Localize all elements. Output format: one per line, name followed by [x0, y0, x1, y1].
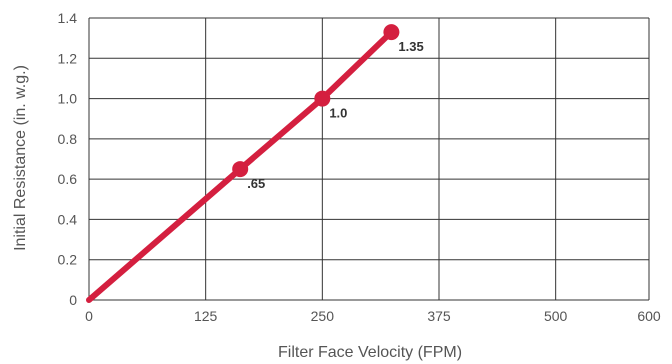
- x-tick-label: 250: [311, 308, 335, 324]
- data-label: 1.35: [398, 39, 423, 54]
- y-tick-label: 0.2: [58, 252, 78, 268]
- data-point: [314, 90, 331, 107]
- series: [86, 24, 400, 303]
- data-point: [232, 161, 249, 178]
- y-tick-label: 1.2: [58, 50, 78, 66]
- y-axis-label: Initial Resistance (in. w.g.): [12, 65, 29, 251]
- x-axis-label: Filter Face Velocity (FPM): [278, 344, 462, 361]
- grid: [88, 17, 650, 301]
- x-tick-label: 125: [194, 308, 218, 324]
- y-tick-label: 0.6: [58, 171, 78, 187]
- x-tick-label: 0: [85, 308, 93, 324]
- x-tick-label: 500: [544, 308, 568, 324]
- data-label: .65: [247, 176, 265, 191]
- y-tick-label: 1.4: [58, 10, 78, 26]
- x-tick-label: 375: [427, 308, 451, 324]
- tick-labels: 0 125 250 375 500 600 0 0.2 0.4 0.6 0.8 1.0 1.2 1.4: [58, 10, 661, 324]
- y-tick-label: 0.8: [58, 131, 78, 147]
- y-tick-label: 0.4: [58, 211, 78, 227]
- data-labels: .65 1.0 1.35: [247, 39, 424, 191]
- y-tick-label: 0: [69, 292, 77, 308]
- y-tick-label: 1.0: [58, 91, 78, 107]
- series-line: [86, 29, 395, 303]
- data-point: [383, 24, 400, 41]
- x-tick-label: 600: [637, 308, 661, 324]
- data-label: 1.0: [329, 106, 347, 121]
